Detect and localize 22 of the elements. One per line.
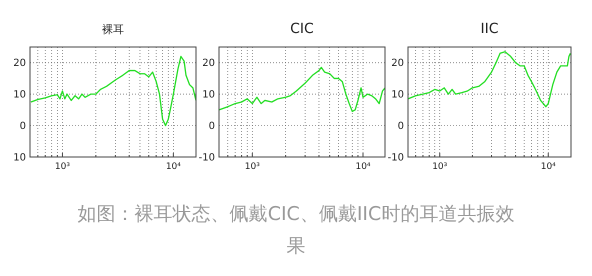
x-tick-label: 10⁴: [355, 162, 371, 172]
y-tick-label: 10: [13, 90, 26, 101]
x-tick-label: 10⁴: [166, 162, 182, 172]
y-tick-label: 20: [13, 58, 26, 70]
y-tick-label: 10: [202, 90, 215, 101]
y-tick-label: 20: [391, 58, 404, 70]
chart-title: IIC: [480, 21, 499, 37]
y-tick-label: -10: [198, 152, 215, 164]
y-tick-label: -10: [388, 152, 404, 164]
y-tick-label: 10: [13, 152, 26, 164]
y-tick-label: 0: [20, 121, 26, 132]
x-tick-label: 10⁴: [540, 162, 556, 172]
y-tick-label: 0: [208, 121, 215, 132]
y-tick-label: 10: [391, 90, 404, 101]
x-tick-label: 10³: [244, 162, 260, 172]
y-tick-label: 0: [398, 121, 404, 132]
chart-title: 裸耳: [102, 23, 124, 36]
x-tick-label: 10³: [432, 162, 448, 172]
y-tick-label: 20: [202, 58, 215, 70]
text: 如图：裸耳状态、佩戴CIC、佩戴IIC时的耳道共振效果: [78, 203, 514, 257]
x-tick-label: 10³: [54, 162, 70, 172]
chart-title: CIC: [290, 21, 314, 37]
